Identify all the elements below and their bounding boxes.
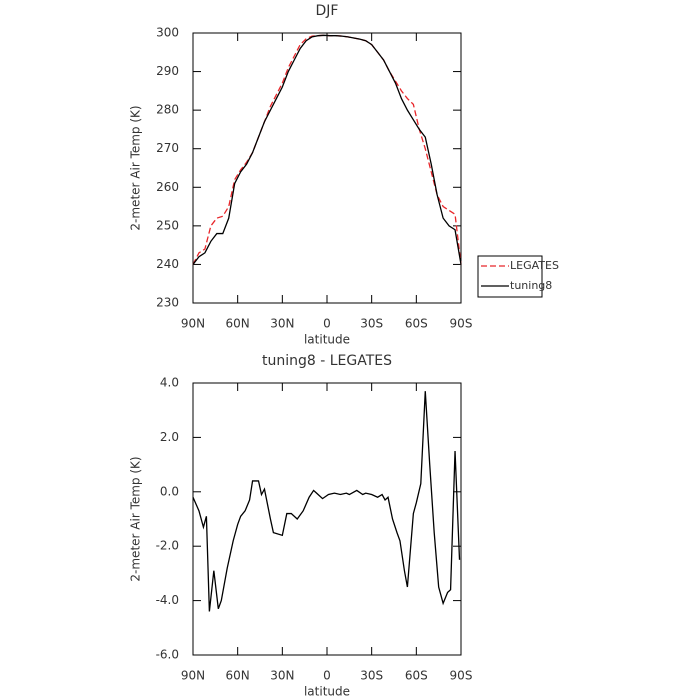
legend-box: [477, 255, 543, 298]
legend-label: tuning8: [510, 279, 552, 292]
x-tick-label: 0: [323, 317, 331, 331]
y-tick-label: -2.0: [156, 539, 179, 553]
x-tick-label: 90S: [450, 317, 473, 331]
x-tick-label: 30N: [270, 669, 294, 683]
x-tick-label: 90N: [181, 317, 205, 331]
y-tick-label: -4.0: [156, 593, 179, 607]
plot-frame: [192, 32, 462, 304]
y-tick-label: 240: [156, 257, 179, 271]
y-tick-label: 250: [156, 218, 179, 232]
y-axis-label: 2-meter Air Temp (K): [129, 456, 143, 581]
x-tick-label: 60S: [405, 317, 428, 331]
data-line: [192, 34, 462, 265]
y-tick-label: -6.0: [156, 648, 179, 662]
legend-label: LEGATES: [510, 259, 559, 272]
x-tick-label: 30N: [270, 317, 294, 331]
x-tick-label: 60S: [405, 669, 428, 683]
x-tick-label: 60N: [226, 669, 250, 683]
y-axis-label: 2-meter Air Temp (K): [129, 105, 143, 230]
x-tick-label: 60N: [226, 317, 250, 331]
y-tick-label: 2.0: [160, 430, 179, 444]
plot-frame: [192, 382, 462, 656]
y-tick-label: 290: [156, 64, 179, 78]
y-tick-label: 280: [156, 103, 179, 117]
chart-title: tuning8 - LEGATES: [262, 353, 392, 369]
y-tick-label: 0.0: [160, 484, 179, 498]
chart-title: DJF: [316, 3, 339, 19]
y-tick-label: 260: [156, 180, 179, 194]
x-tick-label: 90S: [450, 669, 473, 683]
x-axis-label: latitude: [304, 685, 350, 699]
x-tick-label: 30S: [360, 669, 383, 683]
x-tick-label: 30S: [360, 317, 383, 331]
y-tick-label: 270: [156, 141, 179, 155]
data-line: [192, 34, 462, 265]
x-axis-label: latitude: [304, 333, 350, 347]
x-tick-label: 90N: [181, 669, 205, 683]
x-tick-label: 0: [323, 669, 331, 683]
y-tick-label: 230: [156, 296, 179, 310]
data-line: [192, 391, 461, 612]
y-tick-label: 300: [156, 26, 179, 40]
y-tick-label: 4.0: [160, 376, 179, 390]
